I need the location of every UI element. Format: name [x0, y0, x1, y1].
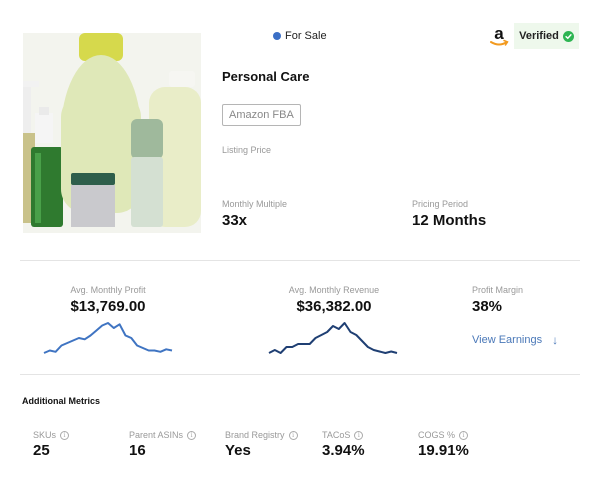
metric-label: COGS % [418, 430, 456, 440]
metric-label: SKUs [33, 430, 57, 440]
amazon-logo-icon: a [488, 24, 510, 48]
profit-sparkline [43, 322, 173, 354]
view-earnings-label: View Earnings [472, 334, 543, 346]
verified-badge: Verified [514, 23, 579, 49]
profit-value: $13,769.00 [70, 298, 146, 315]
info-icon[interactable]: i [354, 430, 364, 440]
additional-metrics-title: Additional Metrics [22, 396, 101, 406]
business-model-tag: Amazon FBA [222, 104, 301, 126]
metric-skus: SKUs i 25 [33, 430, 70, 459]
metric-value: Yes [225, 442, 251, 459]
metric-label: TACoS [322, 430, 351, 440]
metric-tacos: TACoS i 3.94% [322, 430, 365, 459]
avg-monthly-revenue: Avg. Monthly Revenue $36,382.00 [274, 285, 394, 315]
metric-label: Brand Registry [225, 430, 285, 440]
metric-value: 3.94% [322, 442, 365, 459]
metric-value: 19.91% [418, 442, 469, 459]
svg-text:a: a [494, 24, 504, 43]
info-icon[interactable]: i [60, 430, 70, 440]
status-dot-icon [273, 32, 281, 40]
metric-cogs: COGS % i 19.91% [418, 430, 469, 459]
revenue-value: $36,382.00 [296, 298, 372, 315]
info-icon[interactable]: i [459, 430, 469, 440]
metric-label: Parent ASINs [129, 430, 184, 440]
check-circle-icon [562, 30, 574, 42]
listing-title: Personal Care [222, 69, 310, 84]
profit-margin-label: Profit Margin [472, 285, 524, 295]
info-icon[interactable]: i [288, 430, 298, 440]
view-earnings-link[interactable]: View Earnings ↓ [472, 333, 558, 347]
listing-status: For Sale [273, 30, 327, 42]
metric-parent-asins: Parent ASINs i 16 [129, 430, 197, 459]
arrow-down-icon: ↓ [552, 333, 559, 347]
info-icon[interactable]: i [187, 430, 197, 440]
product-bottles-illustration [23, 33, 201, 233]
avg-monthly-profit: Avg. Monthly Profit $13,769.00 [48, 285, 168, 315]
metric-value: 25 [33, 442, 50, 459]
product-image [23, 33, 201, 233]
pricing-period-label: Pricing Period [412, 199, 469, 209]
section-divider [20, 260, 580, 261]
listing-price-label: Listing Price [222, 145, 272, 155]
metric-brand-registry: Brand Registry i Yes [225, 430, 298, 459]
metric-value: 16 [129, 442, 146, 459]
monthly-multiple-value: 33x [222, 212, 248, 229]
profit-margin-value: 38% [472, 298, 503, 315]
verified-label: Verified [519, 30, 559, 42]
revenue-sparkline [268, 322, 398, 354]
revenue-label: Avg. Monthly Revenue [288, 285, 380, 295]
monthly-multiple-label: Monthly Multiple [222, 199, 288, 209]
section-divider [20, 374, 580, 375]
pricing-period-value: 12 Months [412, 212, 487, 229]
profit-label: Avg. Monthly Profit [70, 285, 146, 295]
status-label: For Sale [285, 30, 327, 42]
